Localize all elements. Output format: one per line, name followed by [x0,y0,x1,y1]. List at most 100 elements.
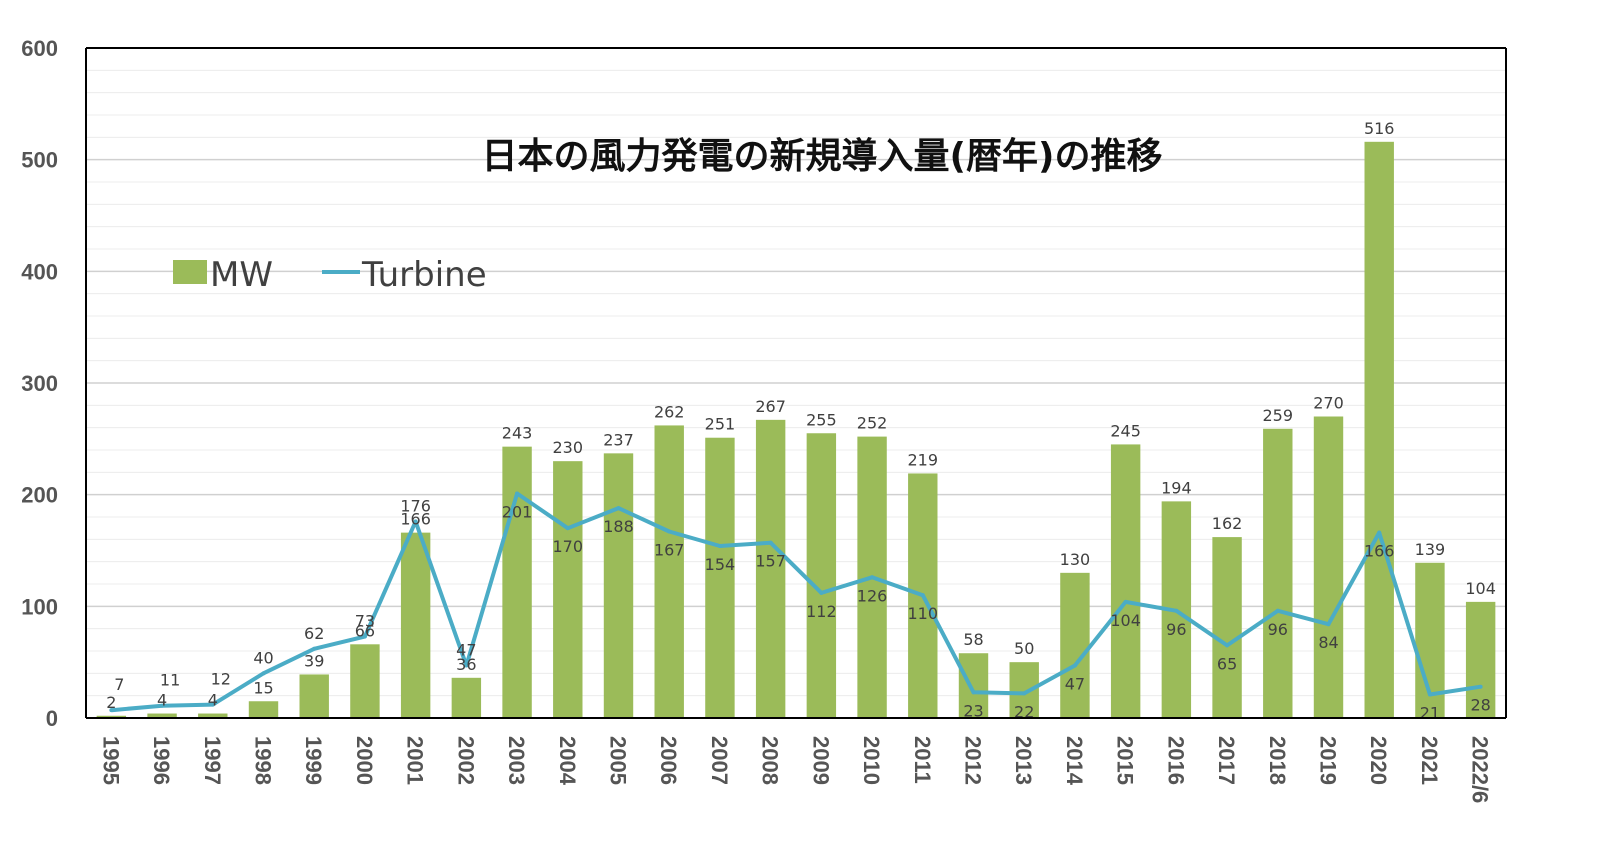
x-tick-label: 2008 [758,736,783,785]
turbine-value: 23 [963,701,983,720]
bar-mw-value: 166 [400,510,431,529]
bar-mw-value: 262 [654,402,685,421]
turbine-series-line [111,491,1481,713]
turbine-point [1427,692,1432,697]
x-tick-label: 1998 [251,736,276,785]
bar-mw-value: 2 [106,693,116,712]
turbine-value: 176 [400,496,431,515]
turbine-line [109,491,1483,713]
bar-mw-value: 50 [1014,639,1034,658]
turbine-point [464,663,469,668]
bar-mw [654,425,684,718]
turbine-value: 7 [114,675,124,694]
bar-mw-value: 194 [1161,478,1192,497]
x-tick-label: 2000 [352,736,377,785]
bar-mw-value: 245 [1110,421,1141,440]
turbine-point [1022,691,1027,696]
turbine-value: 126 [857,586,888,605]
x-tick-label: 1996 [149,736,174,785]
bar-mw-value: 270 [1313,394,1344,413]
turbine-value: 166 [1364,542,1395,561]
turbine-value: 65 [1217,654,1237,673]
turbine-point [920,593,925,598]
bar-mw-value: 243 [502,424,533,443]
bar-mw [806,433,837,718]
turbine-value: 110 [908,604,939,623]
turbine-point [261,671,266,676]
y-tick-label: 600 [21,36,58,61]
bar-mw [1060,572,1090,718]
bar-mw [1465,601,1496,718]
turbine-value: 28 [1470,696,1490,715]
x-tick-label: 2020 [1366,736,1391,785]
x-tick-label: 2006 [656,736,681,785]
chart-title: 日本の風力発電の新規導入量(暦年)の推移 [482,136,1163,177]
x-tick-label: 2015 [1113,736,1138,785]
bar-mw-value: 39 [304,651,324,670]
y-tick-label: 500 [21,148,58,173]
y-axis-ticks: 0 100 200 300 400 500 600 [21,36,58,731]
y-tick-label: 100 [21,594,58,619]
turbine-value: 21 [1420,704,1440,723]
turbine-value: 47 [456,641,476,660]
x-tick-label: 2001 [403,736,428,785]
mw-bars [96,141,1496,719]
turbine-value: 104 [1110,611,1141,630]
x-tick-label: 2018 [1265,736,1290,785]
turbine-point [565,526,570,531]
x-tick-label: 2002 [453,736,478,785]
turbine-value: 47 [1065,675,1085,694]
turbine-point [971,690,976,695]
turbine-point [413,519,418,524]
turbine-point [819,590,824,595]
turbine-value: 96 [1268,620,1288,639]
bar-mw-value: 252 [857,414,888,433]
turbine-point [1072,663,1077,668]
turbine-point [1275,608,1280,613]
bar-mw [350,644,380,718]
turbine-value: 112 [806,602,837,621]
bar-mw [958,653,989,718]
bar-mw [147,713,177,718]
turbine-value: 96 [1166,620,1186,639]
y-tick-label: 0 [46,706,58,731]
turbine-point [870,575,875,580]
bar-mw-value: 162 [1212,514,1243,533]
turbine-point [515,491,520,496]
x-tick-label: 2022/6 [1468,736,1493,803]
bar-mw-value: 4 [157,691,167,710]
turbine-value: 11 [160,671,180,690]
turbine-point [616,506,621,511]
x-tick-label: 1995 [98,736,123,785]
bar-mw-value: 230 [553,438,584,457]
turbine-point [667,529,672,534]
bar-mw [553,461,583,718]
bar-mw [299,674,329,718]
x-tick-label: 2013 [1011,736,1036,785]
turbine-point [1326,622,1331,627]
turbine-point [312,646,317,651]
gridlines [86,69,1506,697]
x-tick-label: 1999 [301,736,326,785]
bar-mw-value: 130 [1060,550,1091,569]
x-tick-label: 2007 [707,736,732,785]
bar-mw-value: 219 [908,450,939,469]
turbine-value: 73 [355,611,375,630]
x-tick-label: 2010 [859,736,884,785]
x-tick-label: 2005 [606,736,631,785]
turbine-point [210,702,215,707]
y-tick-label: 400 [21,259,58,284]
bar-mw-value: 516 [1364,119,1395,138]
turbine-point [1174,608,1179,613]
bar-mw-value: 237 [603,430,634,449]
bar-mw-value: 259 [1263,406,1294,425]
bar-mw [1364,141,1394,719]
turbine-value: 167 [654,541,685,560]
turbine-point [362,634,367,639]
legend-mw-swatch [173,260,207,284]
turbine-point [1123,599,1128,604]
x-tick-label: 2003 [504,736,529,785]
bar-mw-value: 36 [456,655,476,674]
x-tick-label: 2014 [1062,736,1087,786]
